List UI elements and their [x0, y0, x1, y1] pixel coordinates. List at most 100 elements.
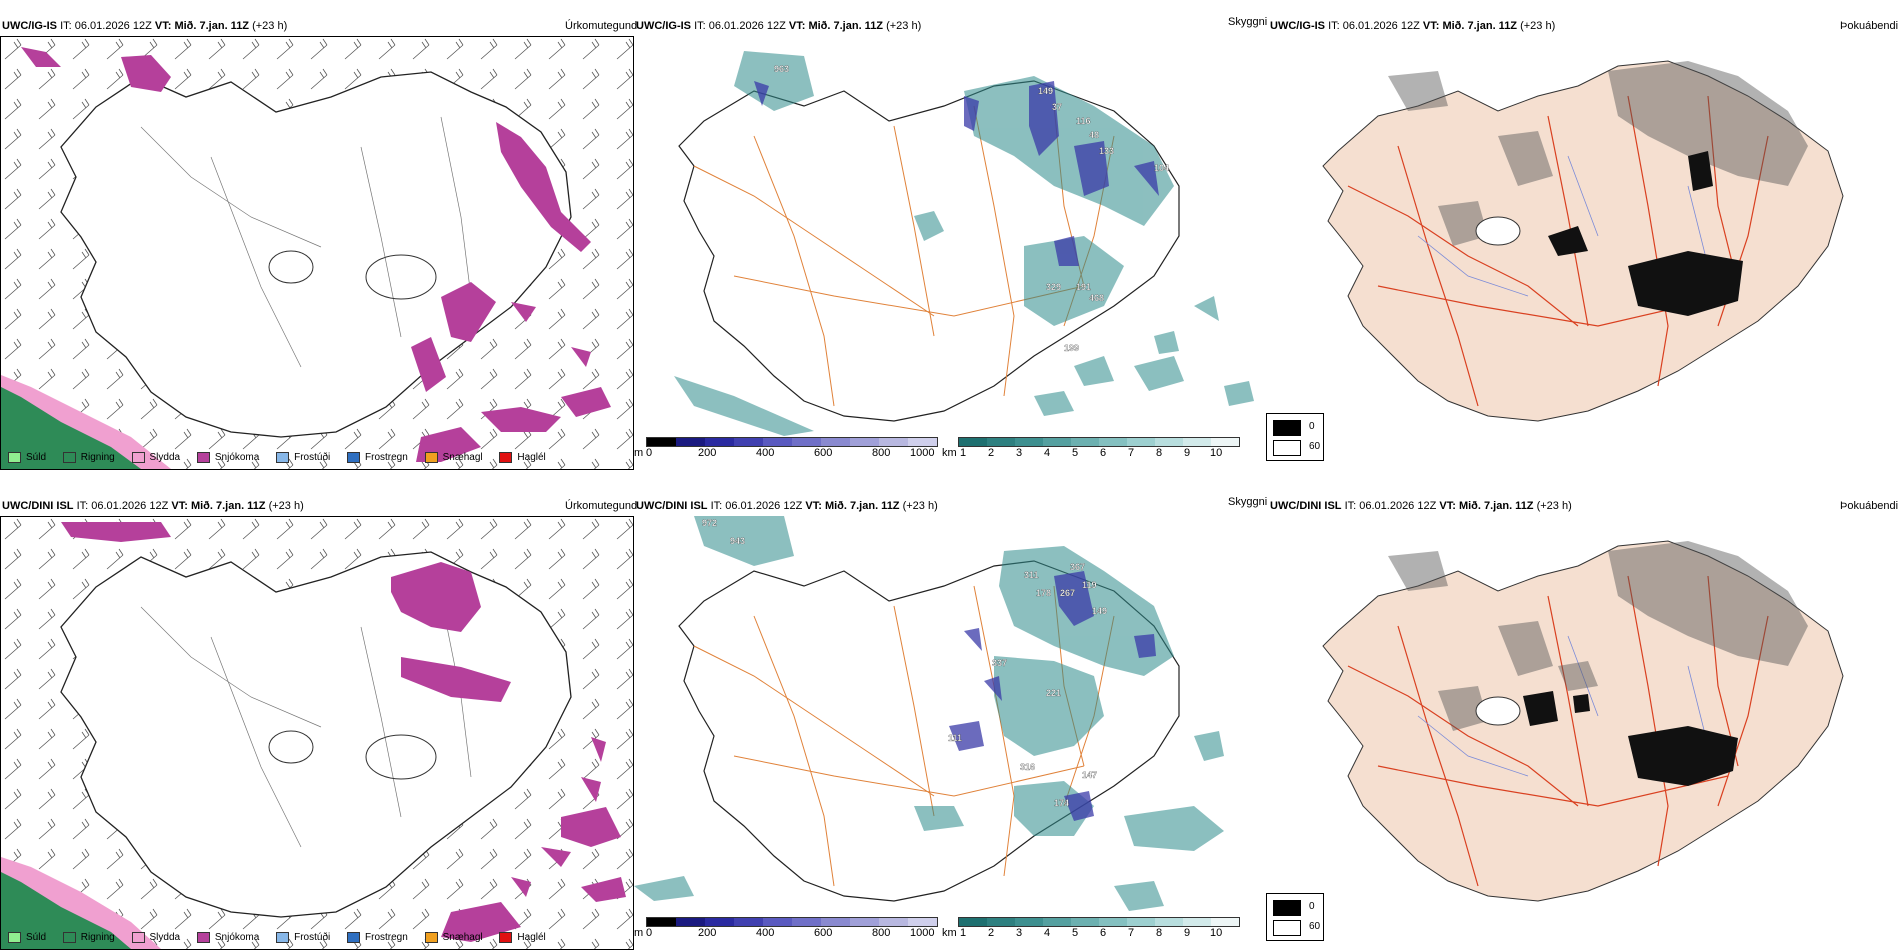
fog-legend-value: 60 — [1309, 921, 1321, 932]
colorbar-tick: 10 — [1210, 447, 1223, 459]
visibility-colorbar: km 1 2 3 4 5 6 7 8 9 10 — [942, 437, 1242, 463]
cloudbase-label: 149 — [1092, 606, 1107, 616]
it-label: IT: — [694, 20, 706, 32]
colorbar-tick: 8 — [1156, 927, 1163, 939]
legend-swatch — [8, 452, 21, 463]
it-label: IT: — [1328, 20, 1340, 32]
it-value: 06.01.2026 12Z — [74, 20, 152, 32]
colorbar-tick: 600 — [814, 927, 833, 939]
colorbar-strip — [646, 437, 938, 447]
colorbar-tick: 4 — [1044, 927, 1051, 939]
colorbar-tick: 7 — [1128, 447, 1135, 459]
legend-item: Frostregn — [347, 932, 408, 943]
model-name: UWC/DINI ISL — [636, 500, 708, 512]
panel-right-title: Skyggni — [1228, 16, 1268, 28]
legend-item: Slydda — [131, 932, 180, 943]
panel-title: UWC/DINI ISL IT: 06.01.2026 12Z VT: Mið.… — [1270, 500, 1572, 512]
colorbar-tick: 9 — [1184, 447, 1191, 459]
cloud-panel-row2: UWC/DINI ISL IT: 06.01.2026 12Z VT: Mið.… — [634, 492, 1268, 949]
colorbar-tick: 800 — [872, 927, 891, 939]
legend-item: Slydda — [131, 452, 180, 463]
colorbar-strip — [958, 437, 1240, 447]
vt-value: Mið. 7.jan. 11Z — [190, 500, 266, 512]
lead-time: (+23 h) — [252, 20, 288, 32]
fog-legend-value: 0 — [1309, 901, 1315, 912]
cloudbase-label: 48 — [1089, 130, 1099, 140]
colorbar-tick: 400 — [756, 447, 775, 459]
legend-swatch — [276, 452, 290, 463]
precip-map — [0, 516, 634, 950]
legend-swatch — [196, 452, 210, 463]
cloud-labels-layer: 963 149 37 116 48 133 104 329 191 468 19… — [774, 64, 1169, 353]
legend-swatch — [424, 452, 438, 463]
colorbar-tick: 1 — [960, 447, 967, 459]
cloudbase-areas — [949, 571, 1156, 821]
vt-value: Mið. 7.jan. 11Z — [824, 500, 900, 512]
legend-item: Frostúði — [276, 932, 330, 943]
visibility-areas — [674, 51, 1254, 436]
panel-right-title: Þokuábendi — [1840, 20, 1899, 32]
legend-item: Haglél — [499, 452, 546, 463]
it-value: 06.01.2026 12Z — [1342, 20, 1420, 32]
panel-right-title: Þokuábendi — [1840, 500, 1899, 512]
precip-map-svg — [1, 37, 633, 469]
fog-legend-swatch — [1273, 920, 1301, 936]
visibility-colorbar: km 1 2 3 4 5 6 7 8 9 10 — [942, 917, 1242, 943]
it-value: 06.01.2026 12Z — [708, 20, 786, 32]
cloudbase-areas — [754, 81, 1159, 266]
it-value: 06.01.2026 12Z — [91, 500, 169, 512]
cloudbase-label: 111 — [948, 733, 962, 743]
iceland-outline — [60, 71, 572, 438]
glacier-outline — [268, 730, 314, 764]
glacier-outline — [365, 254, 437, 300]
fog-dark-areas — [1523, 691, 1738, 786]
colorbar-tick: 7 — [1128, 927, 1135, 939]
cloudbase-label: 311 — [1024, 570, 1039, 580]
legend-swatch — [8, 932, 21, 943]
cloud-labels-layer: 972 943 311 367 178 267 119 149 337 221 … — [702, 518, 1107, 808]
fog-gray-areas — [1388, 61, 1808, 246]
it-label: IT: — [710, 500, 723, 512]
colorbar-tick: 8 — [1156, 447, 1163, 459]
vt-label: VT: — [1422, 20, 1440, 32]
legend-swatch — [499, 932, 513, 943]
cloudbase-label: 337 — [992, 658, 1007, 668]
fog-map-svg — [1322, 60, 1844, 422]
precip-panel-row1: UWC/IG-IS IT: 06.01.2026 12Z VT: Mið. 7.… — [0, 12, 637, 470]
panel-title: UWC/DINI ISL IT: 06.01.2026 12Z VT: Mið.… — [636, 500, 938, 512]
legend-item: Snæhagl — [424, 452, 483, 463]
cloudbase-label: 267 — [1060, 588, 1075, 598]
vt-label: VT: — [788, 20, 806, 32]
legend-swatch — [131, 452, 145, 463]
cloud-panel-row1: UWC/IG-IS IT: 06.01.2026 12Z VT: Mið. 7.… — [634, 12, 1268, 469]
colorbar-tick: 5 — [1072, 447, 1079, 459]
colorbar-tick: 0 — [646, 447, 653, 459]
vt-label: VT: — [805, 500, 822, 512]
cloudbase-label: 963 — [774, 64, 789, 74]
colorbar-tick: 10 — [1210, 927, 1223, 939]
panel-title: UWC/IG-IS IT: 06.01.2026 12Z VT: Mið. 7.… — [1270, 20, 1555, 32]
colorbar-tick: 6 — [1100, 447, 1107, 459]
model-name: UWC/IG-IS — [636, 20, 691, 32]
cloudbase-colorbar: m 0 200 400 600 800 1000 — [634, 917, 939, 943]
vt-label: VT: — [154, 20, 172, 32]
vt-value: Mið. 7.jan. 11Z — [1442, 20, 1518, 32]
fog-legend: 0 60 — [1266, 893, 1324, 941]
colorbar-tick: 800 — [872, 447, 891, 459]
snow-areas — [21, 47, 611, 462]
fog-gray-areas — [1388, 541, 1808, 731]
vt-value: Mið. 7.jan. 11Z — [1458, 500, 1534, 512]
legend-item: Snæhagl — [424, 932, 483, 943]
cloudbase-label: 943 — [730, 536, 745, 546]
precip-legend: Súld Rigning Slydda Snjókoma Frostúði Fr… — [8, 932, 560, 943]
rain-area — [1, 375, 171, 469]
colorbar-tick: 600 — [814, 447, 833, 459]
legend-item: Rigning — [62, 932, 115, 943]
colorbar-tick: 200 — [698, 447, 717, 459]
it-value: 06.01.2026 12Z — [1359, 500, 1437, 512]
colorbar-tick: 200 — [698, 927, 717, 939]
cloudbase-label: 116 — [1076, 116, 1091, 126]
fog-legend-value: 60 — [1309, 441, 1321, 452]
legend-item: Súld — [8, 452, 46, 463]
fog-dark-areas — [1548, 151, 1743, 316]
